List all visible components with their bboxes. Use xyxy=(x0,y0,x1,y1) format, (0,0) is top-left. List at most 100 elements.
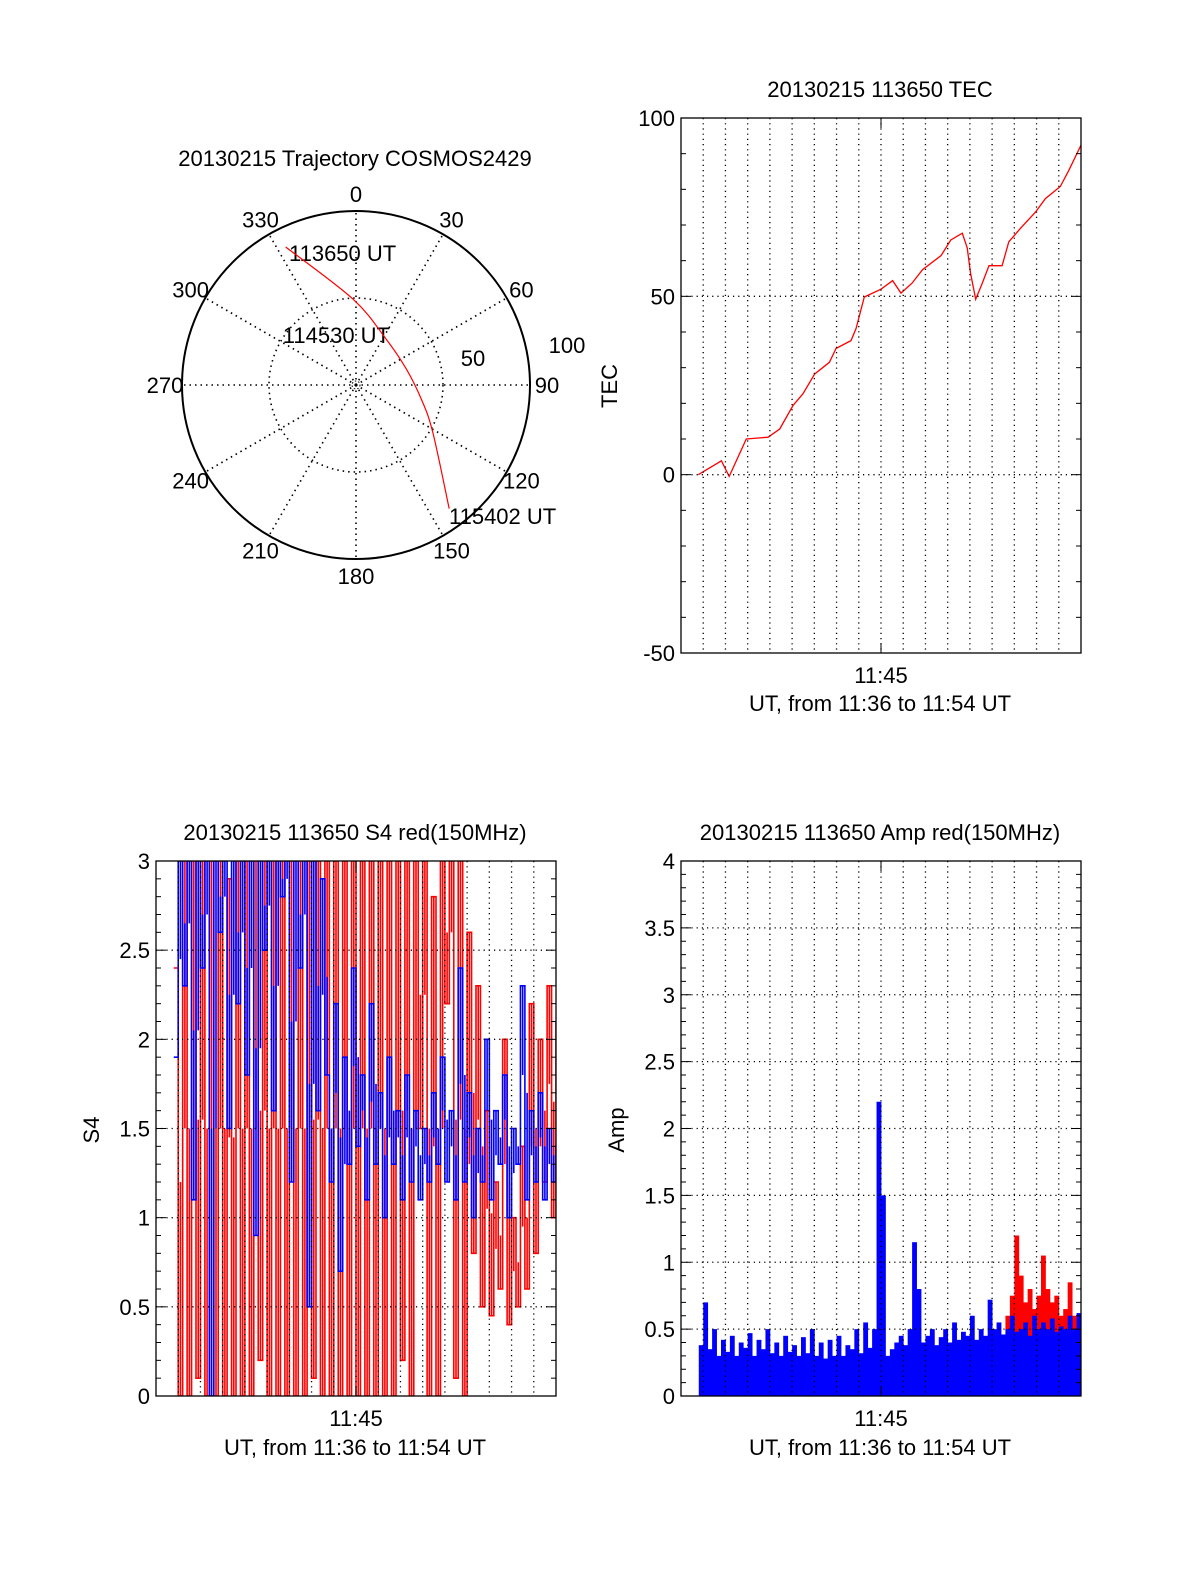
amp-blue-bar xyxy=(836,1335,842,1396)
polar-spoke xyxy=(204,384,357,473)
amp-title: 20130215 113650 Amp red(150MHz) xyxy=(700,820,1060,845)
amp-blue-bar xyxy=(801,1337,806,1396)
amp-blue-bar xyxy=(1032,1315,1037,1396)
amp-blue-bar xyxy=(761,1349,766,1396)
amp-blue-bar xyxy=(765,1329,771,1396)
amp-blue-bar xyxy=(738,1342,744,1396)
polar-spoke xyxy=(268,384,357,537)
trajectory-start-label: 113650 UT xyxy=(289,241,396,266)
x-tick-label: 11:45 xyxy=(854,663,907,688)
amp-blue-bar xyxy=(947,1342,953,1396)
axis-ticks xyxy=(681,860,1081,1397)
y-tick-label: 50 xyxy=(651,284,675,309)
amp-blue-bar xyxy=(969,1315,975,1396)
y-tick-label: 0 xyxy=(138,1384,150,1409)
tec-ylabel: TEC xyxy=(597,364,622,408)
y-tick-label: 3.5 xyxy=(644,916,675,941)
amp-blue-bar xyxy=(1036,1329,1042,1396)
angle-label-120: 120 xyxy=(503,469,540,494)
y-tick-label: 0.5 xyxy=(119,1295,150,1320)
amp-blue-bar xyxy=(1027,1335,1033,1396)
amp-blue-bar xyxy=(965,1335,971,1396)
angle-label-60: 60 xyxy=(509,278,533,303)
amp-blue-bar xyxy=(912,1242,917,1396)
amp-blue-bar xyxy=(1001,1334,1006,1396)
amp-blue-bar xyxy=(978,1329,984,1396)
amp-blue-bar xyxy=(712,1329,717,1396)
amp-blue-bar xyxy=(796,1355,802,1396)
s4-red-line xyxy=(173,861,556,1396)
amp-blue-bar xyxy=(925,1335,931,1396)
amp-blue-bar xyxy=(863,1322,869,1396)
amp-blue-bar xyxy=(725,1351,731,1396)
y-tick-label: 0.5 xyxy=(644,1317,675,1342)
amp-blue-bar xyxy=(818,1342,824,1396)
polar-spoke xyxy=(355,297,508,386)
y-tick-label: 2 xyxy=(663,1117,675,1142)
amp-blue-bar xyxy=(756,1339,762,1396)
amp-blue-bar xyxy=(698,1345,704,1396)
trajectory-line xyxy=(285,246,450,509)
y-tick-label: 1.5 xyxy=(644,1183,675,1208)
amp-blue-bar xyxy=(898,1335,904,1396)
y-tick-label: 0 xyxy=(663,463,675,488)
amp-blue-bar xyxy=(841,1355,846,1396)
y-tick-label: 2 xyxy=(138,1027,150,1052)
y-tick-label: 1 xyxy=(138,1206,150,1231)
angle-label-240: 240 xyxy=(172,469,209,494)
amp-plot: 20130215 113650 Amp red(150MHz) Amp UT, … xyxy=(604,820,1082,1460)
trajectory-mid-label: 114530 UT xyxy=(283,323,390,348)
amp-blue-bar xyxy=(769,1353,775,1396)
gridlines xyxy=(156,861,556,1396)
amp-blue-bar xyxy=(703,1302,709,1396)
series-group xyxy=(698,1101,1081,1396)
amp-red-bar xyxy=(1014,1235,1020,1396)
amp-blue-bar xyxy=(849,1349,855,1396)
amp-blue-bar xyxy=(1072,1329,1077,1396)
series-group xyxy=(173,861,556,1396)
amp-blue-bar xyxy=(1023,1322,1029,1396)
s4-ylabel: S4 xyxy=(79,1117,104,1144)
amp-blue-bar xyxy=(1009,1315,1015,1396)
amp-blue-bar xyxy=(872,1329,877,1396)
amp-blue-bar xyxy=(778,1355,784,1396)
amp-ylabel: Amp xyxy=(604,1107,629,1152)
amp-blue-bar xyxy=(992,1329,997,1396)
y-tick-label: 1.5 xyxy=(119,1117,150,1142)
amp-blue-bar xyxy=(929,1329,935,1396)
angle-label-270: 270 xyxy=(147,373,184,398)
amp-blue-bar xyxy=(858,1353,864,1396)
polar-spoke xyxy=(204,297,357,386)
amp-blue-bar xyxy=(903,1345,909,1396)
polar-spoke xyxy=(355,233,444,386)
gridlines xyxy=(681,118,1081,653)
amp-blue-bar xyxy=(747,1333,753,1396)
polar-title: 20130215 Trajectory COSMOS2429 xyxy=(178,146,531,171)
series-group xyxy=(697,144,1081,478)
amp-blue-bar xyxy=(876,1101,882,1396)
amp-blue-bar xyxy=(809,1329,815,1396)
amp-blue-bar xyxy=(832,1355,837,1396)
amp-blue-bar xyxy=(721,1339,726,1396)
y-tick-label: 1 xyxy=(663,1250,675,1275)
amp-blue-bar xyxy=(938,1337,944,1396)
amp-blue-bar xyxy=(716,1355,722,1396)
plot-frame xyxy=(680,860,1082,1397)
amp-blue-bar xyxy=(916,1289,922,1396)
angle-label-150: 150 xyxy=(433,538,470,563)
y-tick-label: 3 xyxy=(663,983,675,1008)
amp-blue-bar xyxy=(734,1355,740,1396)
amp-blue-bar xyxy=(1054,1331,1060,1396)
amp-blue-bar xyxy=(1014,1331,1020,1396)
amp-blue-bar xyxy=(774,1342,780,1396)
y-tick-label: 3 xyxy=(138,849,150,874)
gridlines xyxy=(681,861,1081,1396)
amp-blue-bar xyxy=(827,1339,833,1396)
polar-center-ring xyxy=(351,380,361,390)
amp-blue-bar xyxy=(987,1299,993,1396)
plot-frame xyxy=(155,860,557,1397)
amp-blue-bar xyxy=(889,1349,895,1396)
amp-blue-bar xyxy=(1076,1313,1081,1396)
y-tick-label: 100 xyxy=(638,106,675,131)
